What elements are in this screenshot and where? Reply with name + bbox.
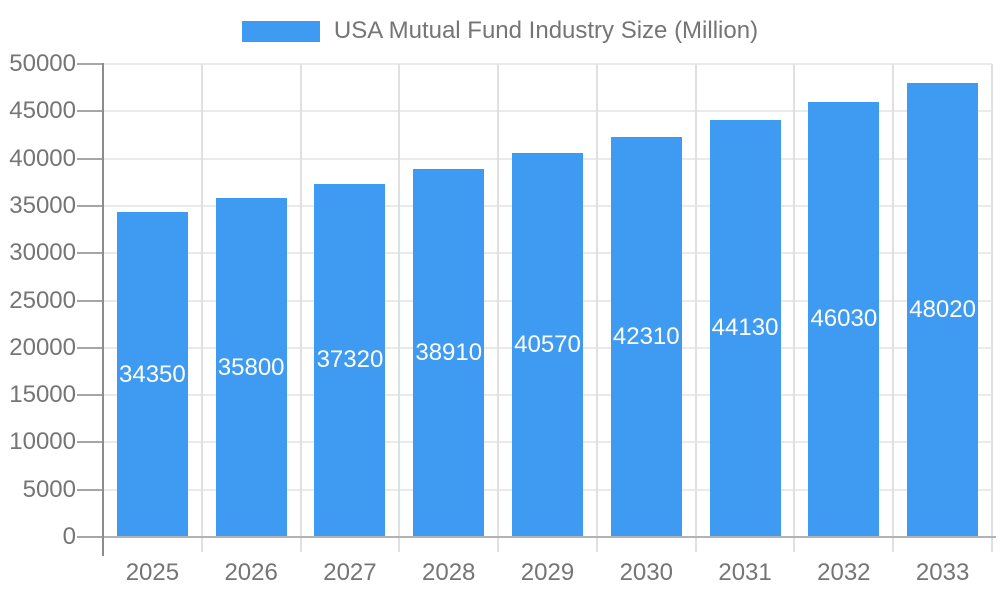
x-grid-line (200, 64, 203, 552)
bar: 34350 (116, 212, 188, 537)
x-grid-line (497, 64, 500, 552)
y-tick-mark (77, 441, 103, 444)
y-tick-label: 10000 (9, 428, 76, 456)
bar-value-label: 40570 (514, 331, 581, 359)
y-tick-mark (77, 488, 103, 491)
y-tick-mark (77, 394, 103, 397)
legend-swatch (241, 20, 320, 42)
y-tick-label: 35000 (9, 191, 76, 219)
y-tick-label: 20000 (9, 333, 76, 361)
bar-value-label: 37320 (316, 346, 384, 374)
legend: USA Mutual Fund Industry Size (Million) (0, 14, 1000, 48)
y-tick-mark (77, 110, 103, 113)
x-grid-line (398, 64, 401, 552)
bar-value-label: 38910 (415, 338, 483, 366)
bar-value-label: 48020 (909, 295, 976, 323)
x-grid-line (595, 64, 598, 552)
bar-value-label: 35800 (217, 353, 285, 381)
y-tick-mark (77, 536, 103, 538)
x-tick-label: 2033 (915, 559, 970, 586)
x-grid-line (299, 64, 302, 552)
y-grid-line (103, 110, 992, 113)
y-axis-line (102, 63, 104, 556)
x-axis-line (103, 536, 996, 538)
x-grid-line (694, 64, 697, 552)
x-tick-label: 2025 (125, 559, 180, 586)
y-tick-mark (77, 346, 103, 349)
y-tick-label: 40000 (9, 144, 76, 172)
bar-value-label: 34350 (119, 360, 186, 388)
bar: 48020 (907, 82, 979, 537)
bar-value-label: 44130 (711, 314, 779, 342)
legend-label: USA Mutual Fund Industry Size (Million) (333, 17, 759, 44)
x-grid-line (892, 64, 895, 552)
bar-value-label: 42310 (612, 322, 680, 350)
x-tick-label: 2031 (718, 559, 772, 586)
x-tick-label: 2028 (422, 559, 476, 586)
x-tick-label: 2029 (520, 559, 575, 586)
bar: 44130 (709, 119, 781, 537)
y-tick-mark (77, 63, 103, 65)
y-tick-mark (77, 157, 103, 160)
y-tick-label: 50000 (9, 50, 76, 77)
bar: 38910 (413, 168, 485, 537)
x-tick-label: 2032 (817, 559, 871, 586)
bar: 37320 (314, 183, 386, 537)
bar: 46030 (808, 101, 880, 537)
bar-value-label: 46030 (810, 305, 878, 333)
y-tick-label: 0 (62, 523, 76, 550)
bar: 35800 (215, 198, 287, 537)
y-tick-mark (77, 204, 103, 207)
y-tick-label: 15000 (9, 381, 76, 409)
x-tick-label: 2026 (224, 559, 278, 586)
y-tick-mark (77, 299, 103, 302)
x-grid-line (793, 64, 796, 552)
y-grid-line (103, 63, 992, 65)
y-tick-mark (77, 252, 103, 255)
y-tick-label: 5000 (22, 475, 76, 503)
x-grid-line (991, 64, 993, 552)
bar: 42310 (610, 136, 682, 537)
x-tick-label: 2030 (619, 559, 673, 586)
y-tick-label: 45000 (9, 97, 76, 125)
y-tick-label: 25000 (9, 286, 76, 314)
x-tick-label: 2027 (323, 559, 377, 586)
y-tick-label: 30000 (9, 239, 76, 267)
bar: 40570 (512, 153, 583, 537)
